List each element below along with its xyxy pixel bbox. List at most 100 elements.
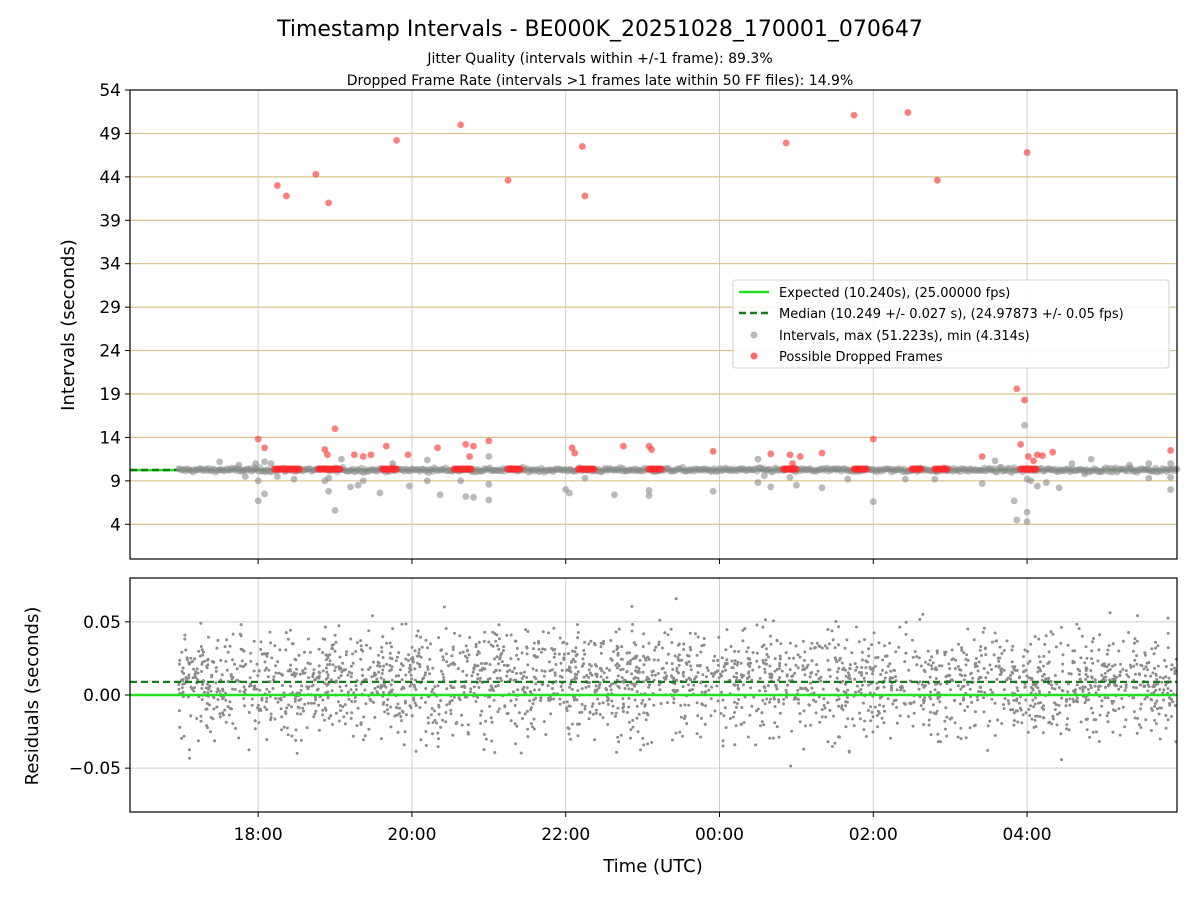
residual-point <box>1170 698 1173 701</box>
residual-point <box>1124 686 1128 689</box>
residual-point <box>1014 709 1018 713</box>
interval-point <box>1167 486 1174 493</box>
residual-point <box>294 738 298 742</box>
residual-point <box>844 674 848 678</box>
residual-point <box>241 665 245 669</box>
residual-point <box>742 721 746 724</box>
residual-point <box>569 737 573 741</box>
residual-point <box>915 663 919 667</box>
residual-point <box>988 663 992 667</box>
residual-point <box>449 712 453 716</box>
residual-point <box>1053 701 1056 705</box>
residual-point <box>363 688 367 692</box>
residual-point <box>414 704 418 708</box>
residual-point <box>221 711 225 715</box>
residual-point <box>404 673 408 677</box>
residual-point <box>214 666 218 670</box>
residual-point <box>641 736 645 740</box>
residual-point <box>493 751 497 754</box>
dropped-frame-point <box>792 465 800 473</box>
residual-point <box>700 716 703 720</box>
residual-point <box>202 650 205 654</box>
residual-point <box>1149 674 1153 678</box>
residual-point <box>841 668 845 672</box>
dropped-frame-point <box>590 465 598 473</box>
residual-point <box>500 660 504 664</box>
residual-point <box>274 671 278 675</box>
residual-point <box>1020 721 1024 725</box>
residual-point <box>616 684 620 688</box>
residual-point <box>541 630 545 634</box>
residual-point <box>488 704 492 708</box>
residual-point <box>898 625 902 629</box>
residual-point <box>285 706 289 710</box>
residual-point <box>616 651 620 655</box>
residual-point <box>642 663 646 667</box>
residual-point <box>1104 686 1107 689</box>
residual-point <box>747 675 751 679</box>
residual-point <box>182 734 186 738</box>
residual-point <box>349 675 353 679</box>
residual-point <box>400 678 404 682</box>
residual-point <box>372 700 375 704</box>
residual-point <box>964 736 968 740</box>
residual-point <box>380 672 384 675</box>
residual-point <box>209 730 212 734</box>
dropped-frame-point <box>862 465 871 473</box>
residual-point <box>996 718 999 722</box>
residual-point <box>903 660 907 664</box>
residual-point <box>595 675 599 679</box>
residual-point <box>541 647 545 651</box>
residual-point <box>548 669 552 673</box>
residual-point <box>418 665 422 669</box>
residual-point <box>1007 702 1011 705</box>
residual-point <box>846 717 850 721</box>
residual-point <box>748 657 752 661</box>
residual-point <box>818 720 822 724</box>
residual-point <box>226 650 230 654</box>
residual-point <box>337 665 341 669</box>
residual-point <box>1132 664 1136 668</box>
interval-point <box>290 475 298 483</box>
residual-point <box>228 644 232 648</box>
residual-point <box>982 696 985 700</box>
residual-point <box>723 706 727 710</box>
residual-point <box>355 724 359 728</box>
residual-point <box>552 697 556 701</box>
residual-point <box>385 703 389 707</box>
residual-point <box>701 703 705 707</box>
residual-point <box>768 675 772 679</box>
residual-point <box>599 675 603 679</box>
residual-point <box>488 663 492 666</box>
residual-point <box>1158 688 1162 691</box>
residual-point <box>1160 680 1164 684</box>
residual-point <box>312 668 316 672</box>
dropped-frame-point <box>917 465 925 473</box>
residual-point <box>705 675 708 679</box>
residual-point <box>444 711 448 714</box>
residual-point <box>321 698 325 702</box>
residual-point <box>424 730 428 733</box>
residual-point <box>796 653 800 657</box>
residual-point <box>766 684 770 688</box>
residual-point <box>553 652 557 656</box>
residual-point <box>509 678 512 682</box>
residual-point <box>177 709 181 713</box>
residual-point <box>580 702 584 706</box>
dropped-frame-point <box>295 465 303 473</box>
residual-point <box>178 662 181 666</box>
residual-point <box>491 630 495 634</box>
residual-point <box>599 666 602 670</box>
residual-point <box>983 691 987 695</box>
residual-point <box>331 663 335 667</box>
residual-point <box>587 642 591 646</box>
residual-point <box>809 681 813 685</box>
residual-point <box>676 671 680 675</box>
residual-point <box>844 668 847 672</box>
residual-point <box>696 635 700 639</box>
residual-point <box>687 703 691 707</box>
residual-point <box>587 675 590 679</box>
residual-point <box>778 657 782 661</box>
residual-point <box>180 686 184 690</box>
residual-point <box>754 743 757 747</box>
